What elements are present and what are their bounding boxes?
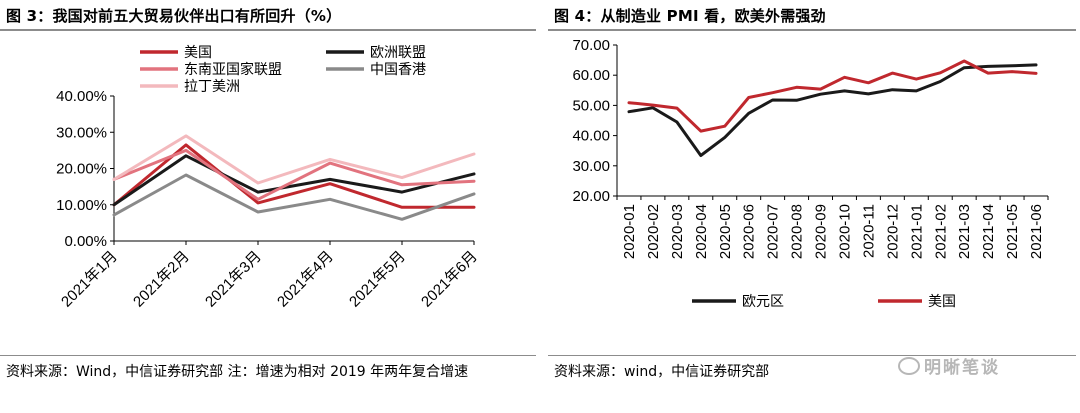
- right-x-tick-label: 2021-01: [908, 204, 925, 259]
- left-legend-label: 中国香港: [370, 62, 426, 78]
- right-x-tick-label: 2021-05: [1004, 204, 1021, 259]
- right-x-tick-label: 2020-11: [860, 204, 877, 258]
- right-source-note: 资料来源：wind，中信证券研究部: [554, 364, 770, 380]
- right-x-tick-label: 2020-06: [741, 204, 758, 259]
- left-series-line: [112, 173, 476, 221]
- left-source-note: 资料来源：Wind，中信证券研究部 注：增速为相对 2019 年两年复合增速: [6, 364, 469, 380]
- left-legend-label: 东南亚国家联盟: [184, 61, 282, 78]
- right-bottom-rule: [548, 355, 1076, 356]
- left-y-tick-label: 0.00%: [64, 233, 107, 250]
- left-y-tick-label: 30.00%: [56, 124, 107, 141]
- right-legend-label: 美国: [928, 294, 956, 310]
- right-x-tick-label: 2021-04: [980, 204, 997, 259]
- watermark: 明晰笔谈: [898, 353, 1000, 378]
- right-x-tick-label: 2020-09: [813, 204, 830, 259]
- left-y-tick-label: 10.00%: [56, 197, 107, 214]
- left-chart-title: 图 3：我国对前五大贸易伙伴出口有所回升（%）: [6, 7, 342, 25]
- watermark-text: 明晰笔谈: [924, 358, 1000, 378]
- right-x-tick-label: 2020-10: [836, 204, 853, 259]
- right-x-tick-label: 2020-03: [669, 204, 686, 259]
- right-x-tick-label: 2020-12: [884, 204, 901, 259]
- right-x-tick-label: 2021-06: [1028, 204, 1045, 259]
- right-x-tick-label: 2021-03: [956, 204, 973, 259]
- left-x-tick-label: 2021年5月: [346, 248, 409, 311]
- right-y-tick-label: 40.00: [572, 128, 610, 145]
- left-line-chart: 0.00%10.00%20.00%30.00%40.00%2021年1月 2021…: [56, 45, 481, 311]
- left-y-tick-label: 40.00%: [56, 88, 107, 105]
- right-chart-panel: 图 4：从制造业 PMI 看，欧美外需强劲 20.00 30.00 40.00 50.…: [548, 0, 1080, 413]
- left-series-line: [112, 134, 476, 185]
- left-series-line: [112, 148, 476, 201]
- right-x-tick-label: 2021-02: [932, 204, 949, 259]
- right-y-tick-label: 20.00: [572, 188, 610, 205]
- left-chart-panel: 图 3：我国对前五大贸易伙伴出口有所回升（%） 0.00% 10.00% 20.00…: [0, 7, 536, 380]
- right-x-tick-label: 2020-07: [765, 204, 782, 259]
- left-series-line: [112, 143, 476, 209]
- left-x-tick-label: 2021年4月: [274, 248, 337, 311]
- right-line-chart: 20.00 30.00 40.00 50.00 60.00 70.00 2020-01 202…: [572, 37, 1049, 310]
- left-x-tick-label: 2021年6月: [418, 248, 481, 311]
- right-x-tick-label: 2020-04: [693, 204, 710, 259]
- left-y-tick-label: 20.00%: [56, 161, 107, 178]
- left-legend-label: 欧洲联盟: [370, 45, 426, 61]
- right-x-tick-label: 2020-02: [645, 204, 662, 259]
- left-x-tick-label: 2021年2月: [130, 248, 193, 311]
- left-legend-label: 拉丁美洲: [184, 79, 240, 95]
- left-x-tick-label: 2021年1月: [58, 248, 121, 311]
- wechat-icon: [898, 357, 920, 375]
- right-x-tick-label: 2020-05: [717, 204, 734, 259]
- right-legend-label: 欧元区: [742, 294, 784, 310]
- right-series-line: [627, 63, 1038, 157]
- left-bottom-rule: [0, 355, 536, 356]
- left-x-tick-label: 2021年3月: [202, 248, 265, 311]
- left-legend-label: 美国: [184, 45, 212, 61]
- right-y-tick-label: 60.00: [572, 67, 610, 84]
- right-y-tick-label: 50.00: [572, 97, 610, 114]
- left-top-rule: [0, 29, 536, 31]
- right-series-line: [627, 59, 1038, 133]
- right-y-tick-label: 30.00: [572, 158, 610, 175]
- right-top-rule: [548, 29, 1076, 31]
- right-y-tick-label: 70.00: [572, 37, 610, 54]
- right-x-tick-label: 2020-08: [789, 204, 806, 259]
- right-chart-title: 图 4：从制造业 PMI 看，欧美外需强劲: [554, 7, 826, 25]
- right-x-tick-label: 2020-01: [621, 204, 638, 259]
- left-series-line: [112, 154, 476, 207]
